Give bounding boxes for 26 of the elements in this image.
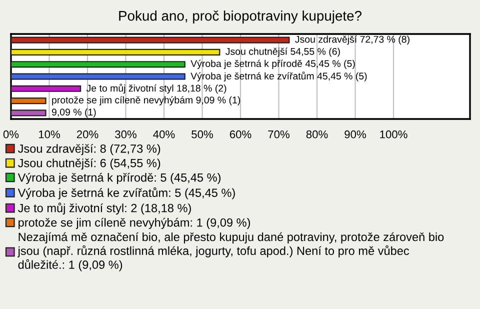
x-tick-label: 70% [268, 130, 290, 138]
data-label: Jsou chutnější 54,55 % (6) [226, 48, 340, 57]
legend-label: Je to můj životní styl: 2 (18,18 %) [18, 202, 191, 215]
x-tick-label: 0% [3, 130, 19, 138]
x-tick-label: 90% [344, 130, 366, 138]
data-label: Výroba je šetrná ke zvířatům 45,45 % (5) [190, 72, 367, 82]
legend-label: Výroba je šetrná k přírodě: 5 (45,45 %) [18, 172, 220, 184]
legend-label: Výroba je šetrná ke zvířatům: 5 (45,45 %) [18, 187, 235, 200]
data-label: 9,09 % (1) [52, 108, 96, 118]
legend-label: Jsou zdravější: 8 (72,73 %) [18, 144, 160, 156]
data-label: Výroba je šetrná k přírodě 45,45 % (5) [190, 60, 355, 69]
x-tick-label: 50% [192, 130, 213, 138]
x-tick-label: 60% [230, 130, 252, 138]
x-tick-label: 10% [38, 130, 60, 138]
legend-label: protože se jim cíleně nevyhýbám: 1 (9,09 %) [18, 218, 250, 230]
x-tick-label: 100% [380, 130, 408, 138]
chart-title: Pokud ano, proč biopotraviny kupujete? [119, 10, 362, 24]
x-tick-label: 30% [115, 130, 136, 138]
x-tick-label: 80% [306, 130, 328, 138]
data-label: Jsou zdravější 72,73 % (8) [295, 35, 410, 45]
legend-label: Nezajímá mě označení bio, ale přesto kupuju dané potraviny, protože zároveň bio jsou (např. různá rostlinná mléka, jogurty, tofu apod.) Není to pro mě vůbec důležité.: 1 (9,09 %) [18, 232, 444, 272]
data-label: Je to můj životní styl 18,18 % (2) [86, 84, 226, 94]
x-tick-label: 40% [153, 130, 175, 138]
x-tick-label: 20% [76, 130, 98, 138]
data-label: protože se jim cíleně nevyhýbám 9,09 % (1) [52, 96, 240, 106]
legend-label: Jsou chutnější: 6 (54,55 %) [18, 158, 160, 170]
